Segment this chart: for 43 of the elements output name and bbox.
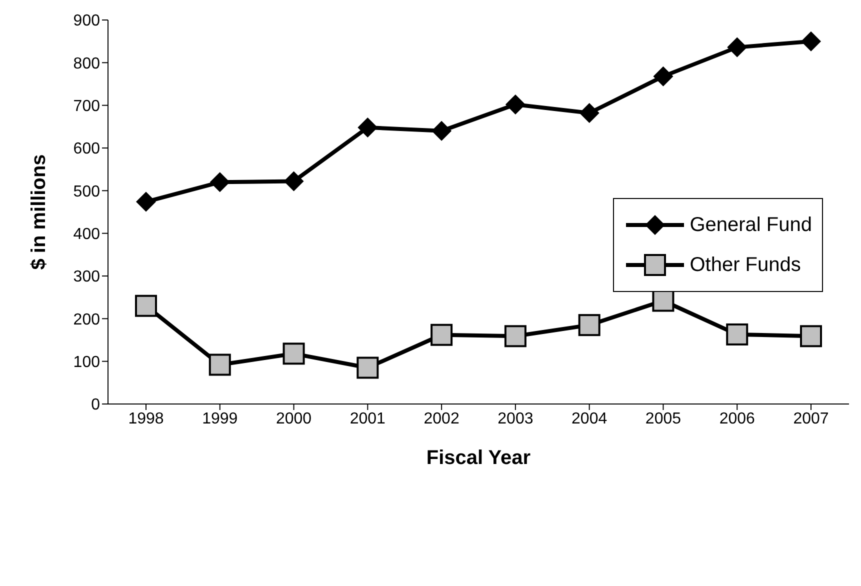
point [653,66,674,86]
x-tick-label: 2003 [498,410,534,428]
point [282,342,305,365]
point [800,325,822,348]
y-tick-label: 900 [73,12,100,30]
x-tick-label: 2005 [645,410,682,428]
x-tick-label: 2000 [276,410,312,428]
point [578,314,600,336]
x-tick-label: 2001 [350,410,386,428]
y-tick-label: 600 [73,140,100,158]
point [505,94,526,114]
point [430,324,453,346]
x-tick-label: 1998 [128,410,164,428]
y-tick-label: 100 [73,354,100,372]
point [432,120,452,141]
y-tick-label: 200 [73,311,100,328]
legend-label: Other Funds [690,254,801,276]
point [135,294,157,317]
point [356,356,379,379]
point [136,192,156,212]
y-tick-label: 800 [73,55,100,72]
point [504,325,526,348]
point [726,323,748,346]
y-tick-label: 500 [73,183,100,200]
point [210,172,230,192]
x-tick-label: 2002 [424,410,460,428]
point [284,171,304,192]
y-tick-label: 700 [73,98,100,116]
point [358,118,378,138]
x-tick-label: 1999 [202,410,238,428]
point [208,354,231,376]
x-tick-label: 2007 [793,410,829,428]
y-axis-title: $ in millions [28,154,50,270]
point [579,103,600,124]
x-tick-label: 2004 [572,410,608,428]
point [727,37,748,58]
point [801,31,821,52]
x-tick-label: 2006 [719,410,756,428]
y-tick-label: 0 [91,396,100,414]
x-axis-title: Fiscal Year [426,447,531,469]
y-tick-label: 300 [73,268,100,286]
legend-label: General Fund [690,214,812,236]
y-tick-label: 400 [73,226,100,244]
